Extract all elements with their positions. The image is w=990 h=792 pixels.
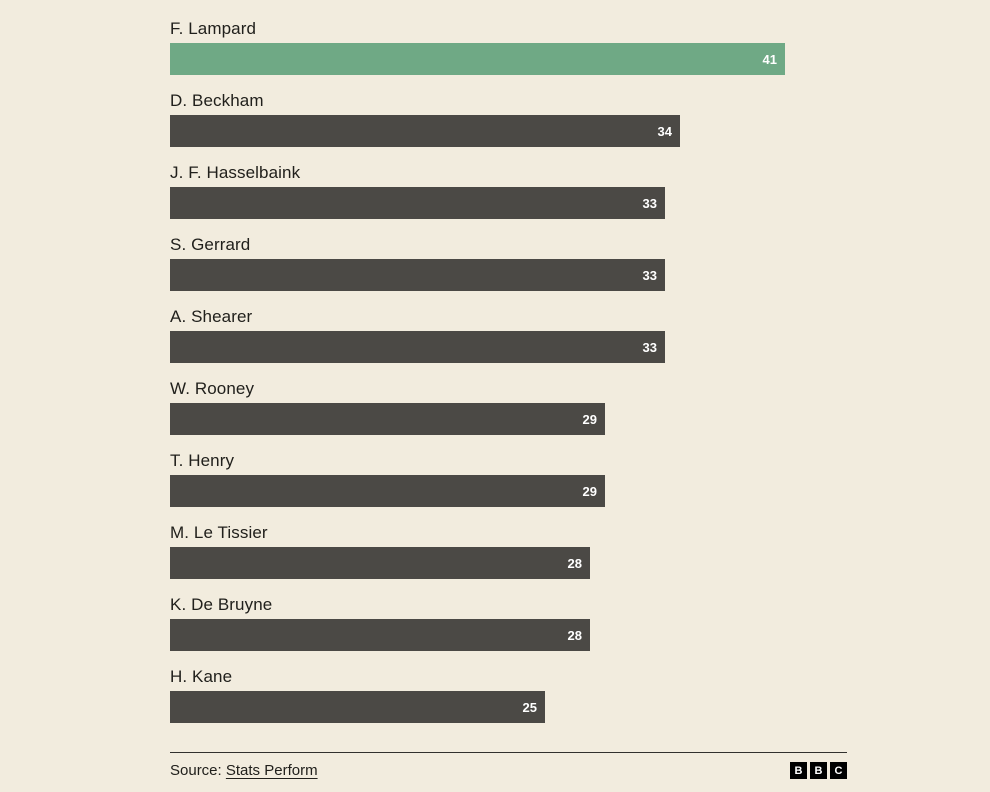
bar-row: A. Shearer 33 — [170, 306, 847, 363]
bar-j-f-hasselbaink: 33 — [170, 187, 665, 219]
bar-row: W. Rooney 29 — [170, 378, 847, 435]
bar-value-label: 25 — [522, 699, 537, 715]
player-label: W. Rooney — [170, 379, 255, 398]
bar-m-le-tissier: 28 — [170, 547, 590, 579]
bar-value-label: 41 — [762, 51, 777, 67]
bar-row: F. Lampard 41 — [170, 18, 847, 75]
player-label: T. Henry — [170, 451, 235, 470]
bar-row: J. F. Hasselbaink 33 — [170, 162, 847, 219]
bar-value-label: 28 — [567, 555, 582, 571]
bar-value-label: 29 — [582, 483, 597, 499]
source-link[interactable]: Stats Perform — [225, 762, 318, 779]
bar-row: T. Henry 29 — [170, 450, 847, 507]
bar-row: S. Gerrard 33 — [170, 234, 847, 291]
player-label: H. Kane — [170, 667, 233, 686]
bar-a-shearer: 33 — [170, 331, 665, 363]
source-prefix: Source: — [170, 762, 226, 779]
player-label: M. Le Tissier — [170, 523, 268, 542]
player-label: D. Beckham — [170, 91, 264, 110]
player-label: J. F. Hasselbaink — [170, 163, 301, 182]
bar-value-label: 28 — [567, 627, 582, 643]
bbc-logo-block-c: C — [830, 762, 847, 779]
bar-f-lampard: 41 — [170, 43, 785, 75]
player-label: S. Gerrard — [170, 235, 251, 254]
bar-value-label: 33 — [642, 267, 657, 283]
source-caption: Source: Stats Perform — [170, 762, 318, 779]
bar-row: H. Kane 25 — [170, 666, 847, 723]
player-label: F. Lampard — [170, 19, 257, 38]
bar-k-de-bruyne: 28 — [170, 619, 590, 651]
bbc-logo-block-b2: B — [810, 762, 827, 779]
bar-row: M. Le Tissier 28 — [170, 522, 847, 579]
bar-value-label: 29 — [582, 411, 597, 427]
player-label: K. De Bruyne — [170, 595, 273, 614]
bar-w-rooney: 29 — [170, 403, 605, 435]
bar-t-henry: 29 — [170, 475, 605, 507]
bbc-logo-block-b1: B — [790, 762, 807, 779]
bar-row: K. De Bruyne 28 — [170, 594, 847, 651]
bar-value-label: 33 — [642, 195, 657, 211]
bar-s-gerrard: 33 — [170, 259, 665, 291]
bar-h-kane: 25 — [170, 691, 545, 723]
chart-footer: Source: Stats Perform B B C — [170, 752, 847, 779]
bar-row: D. Beckham 34 — [170, 90, 847, 147]
bar-value-label: 34 — [657, 123, 672, 139]
bar-chart: F. Lampard 41 D. Beckham 34 J. F. Hassel… — [170, 18, 847, 738]
bbc-logo: B B C — [790, 762, 847, 779]
bar-d-beckham: 34 — [170, 115, 680, 147]
bar-value-label: 33 — [642, 339, 657, 355]
player-label: A. Shearer — [170, 307, 253, 326]
